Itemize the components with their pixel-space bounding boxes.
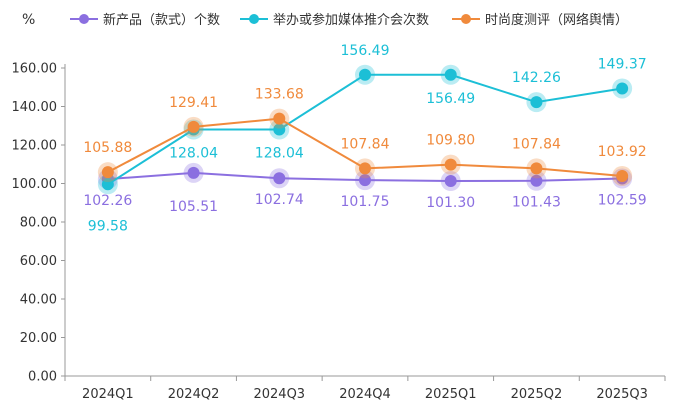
data-point (359, 68, 371, 81)
legend-item: 时尚度测评（网络舆情） (452, 12, 628, 28)
data-label: 128.04 (255, 146, 304, 162)
data-label: 149.37 (598, 56, 647, 72)
data-label: 129.41 (169, 95, 218, 111)
data-point (273, 112, 286, 125)
x-tick-label: 2025Q2 (511, 387, 563, 402)
series-layer (97, 64, 633, 195)
data-point (359, 174, 371, 187)
data-label: 128.04 (169, 146, 218, 162)
legend-label: 时尚度测评（网络舆情） (485, 12, 628, 28)
data-point (444, 174, 457, 187)
x-axis: 2024Q1 2024Q2 2024Q3 2024Q4 2025Q1 2025Q2 2025… (64, 375, 666, 402)
x-tick-label: 2024Q2 (168, 387, 220, 402)
data-point (187, 166, 200, 179)
data-label: 99.58 (88, 218, 128, 234)
legend-item: 举办或参加媒体推介会次数 (240, 12, 429, 28)
data-label: 102.26 (83, 193, 132, 209)
series-group (97, 108, 633, 186)
data-label: 101.75 (341, 194, 390, 210)
y-tick-label: 100.00 (12, 177, 58, 192)
y-axis-unit-label: % (22, 12, 35, 28)
data-point (444, 68, 457, 81)
y-tick-label: 60.00 (20, 254, 57, 269)
y-tick-label: 140.00 (12, 100, 58, 115)
data-point (359, 162, 371, 175)
y-axis: 0.00 20.00 40.00 60.00 80.00 100.00 120.00 140.… (12, 62, 66, 385)
data-point (273, 123, 286, 136)
legend: 新产品（款式）个数 举办或参加媒体推介会次数 时尚度测评（网络舆情） (70, 12, 628, 28)
legend-marker (249, 14, 259, 24)
data-label: 156.49 (426, 91, 475, 107)
data-label: 133.68 (255, 87, 304, 103)
data-point (616, 169, 629, 182)
data-point (101, 178, 114, 191)
legend-label: 新产品（款式）个数 (103, 12, 220, 28)
data-point (530, 96, 543, 109)
data-label: 107.84 (341, 136, 390, 152)
data-labels-layer: 102.26 105.51 102.74 101.75 101.30 101.43 102.… (83, 43, 646, 235)
data-label: 105.88 (83, 140, 132, 156)
data-label: 103.92 (598, 144, 647, 160)
legend-marker (79, 14, 89, 24)
data-point (273, 172, 286, 185)
y-tick-label: 20.00 (20, 331, 57, 346)
x-tick-label: 2024Q4 (339, 387, 391, 402)
data-label: 109.80 (426, 133, 475, 149)
data-point (616, 82, 629, 95)
data-label: 107.84 (512, 136, 561, 152)
y-tick-label: 0.00 (28, 370, 57, 385)
y-tick-label: 160.00 (12, 62, 58, 77)
legend-item: 新产品（款式）个数 (70, 12, 220, 28)
x-tick-label: 2024Q1 (82, 387, 134, 402)
legend-label: 举办或参加媒体推介会次数 (273, 12, 429, 28)
data-label: 101.30 (426, 195, 475, 211)
data-label: 101.43 (512, 195, 561, 211)
y-tick-label: 120.00 (12, 139, 58, 154)
data-point (101, 166, 114, 179)
y-tick-label: 40.00 (20, 293, 57, 308)
data-point (444, 158, 457, 171)
data-point (187, 120, 200, 133)
y-tick-label: 80.00 (20, 216, 57, 231)
x-tick-label: 2024Q3 (253, 387, 305, 402)
data-label: 102.74 (255, 192, 304, 208)
legend-marker (461, 14, 471, 24)
data-point (530, 174, 543, 187)
data-label: 142.26 (512, 70, 561, 86)
x-tick-label: 2025Q1 (425, 387, 477, 402)
data-point (530, 162, 543, 175)
data-label: 105.51 (169, 199, 218, 215)
x-tick-label: 2025Q3 (596, 387, 648, 402)
data-label: 156.49 (341, 43, 390, 59)
data-label: 102.59 (598, 193, 647, 209)
